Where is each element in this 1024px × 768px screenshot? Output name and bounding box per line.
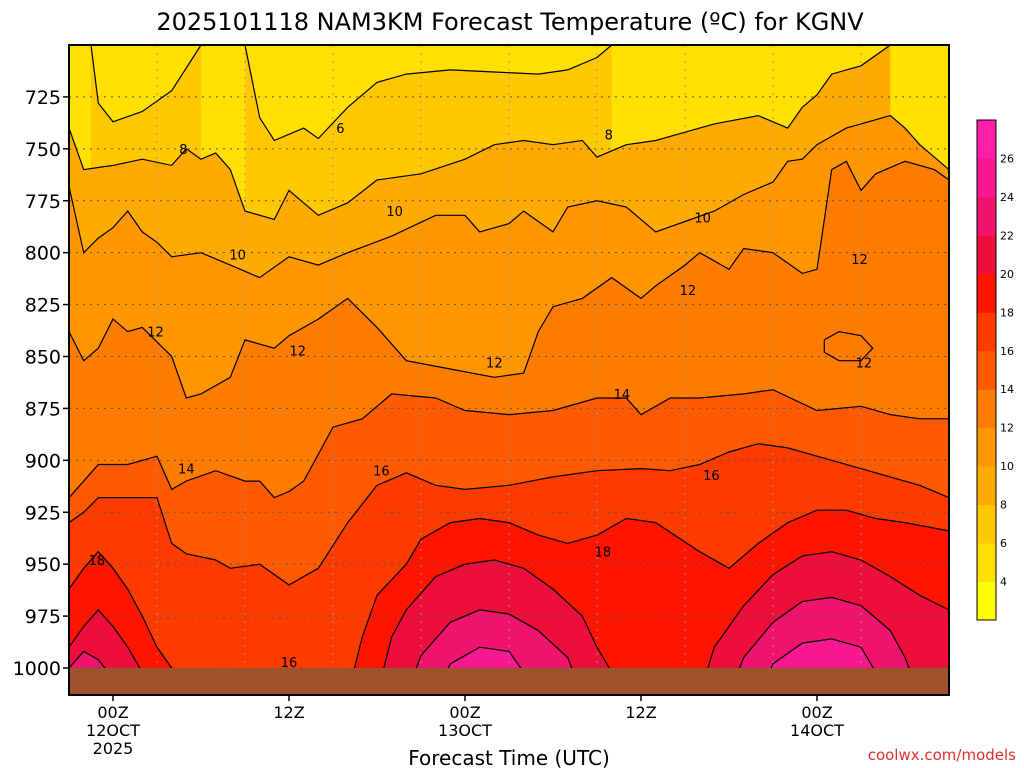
y-tick-label-950: 950: [25, 554, 61, 576]
colorbar-swatch-4: [977, 543, 996, 583]
y-tick-label-775: 775: [25, 191, 61, 213]
colorbar-swatch-18: [977, 273, 996, 313]
x-tick-label-24-0: 00Z: [449, 703, 480, 722]
contour-label-12-11: 12: [851, 253, 868, 268]
colorbar-label-26: 26: [1000, 152, 1014, 165]
x-tick-label-36-0: 12Z: [625, 703, 656, 722]
colorbar-swatch-8: [977, 466, 996, 506]
contour-line-22-14: [405, 609, 583, 695]
colorbar-label-24: 24: [1000, 191, 1014, 204]
contour-line-14-6: [69, 389, 949, 499]
colorbar-label-18: 18: [1000, 306, 1014, 319]
colorbar-swatch-12: [977, 389, 996, 429]
contour-label-16-16: 16: [373, 465, 390, 480]
y-tick-label-825: 825: [25, 295, 61, 317]
contour-line-6-1: [244, 45, 613, 142]
contour-label-12-12: 12: [856, 357, 873, 372]
y-tick-label-725: 725: [25, 87, 61, 109]
colorbar-label-6: 6: [1000, 537, 1007, 550]
plot-frame: [68, 44, 950, 696]
x-tick-label-0-1: 12OCT: [86, 721, 140, 740]
watermark: coolwx.com/models: [868, 746, 1016, 764]
contour-label-12-8: 12: [290, 344, 307, 359]
contour-label-8-2: 8: [179, 143, 187, 158]
contour-line-18-9: [347, 509, 949, 695]
band-fill-below-6-b: [245, 45, 612, 141]
colorbar-label-16: 16: [1000, 345, 1014, 358]
colorbar-swatch-20: [977, 235, 996, 275]
colorbar-label-20: 20: [1000, 268, 1014, 281]
y-axis: 725 750 775 800 825 850 875 900 925 950 975 1000: [13, 87, 69, 680]
contour-label-14-14: 14: [614, 388, 631, 403]
colorbar-swatch-2: [977, 581, 996, 621]
colorbar-swatch-10: [977, 427, 996, 467]
y-tick-label-850: 850: [25, 347, 61, 369]
contour-label-8-3: 8: [605, 128, 613, 143]
colorbar-label-22: 22: [1000, 229, 1014, 242]
plot-area: [69, 45, 949, 695]
ground-surface: [69, 668, 949, 695]
contour-label-10-4: 10: [229, 249, 246, 264]
colorbar-swatch-24: [977, 158, 996, 198]
colorbar-swatch-26: [977, 120, 996, 159]
x-tick-label-24-1: 13OCT: [438, 721, 492, 740]
contour-line-6-0: [90, 45, 202, 123]
colorbar-swatch-6: [977, 504, 996, 544]
y-tick-label-875: 875: [25, 398, 61, 420]
x-tick-label-0-2: 2025: [93, 739, 134, 758]
contour-line-18-8: [69, 550, 187, 695]
y-tick-label-900: 900: [25, 450, 61, 472]
colorbar-label-4: 4: [1000, 576, 1007, 589]
contour-label-12-10: 12: [680, 284, 697, 299]
colorbar-swatch-14: [977, 350, 996, 390]
x-axis-label: Forecast Time (UTC): [408, 746, 610, 768]
colorbar-swatch-16: [977, 312, 996, 352]
contour-line-12-4: [69, 160, 949, 399]
contour-label-18-18: 18: [89, 554, 106, 569]
contour-label-12-9: 12: [486, 357, 503, 372]
colorbar-frame: [976, 119, 997, 621]
contour-line-20-12: [699, 551, 949, 695]
contour-line-20-11: [376, 559, 627, 695]
contour-line-16-7: [69, 443, 949, 586]
contour-line-8-2: [69, 45, 891, 221]
y-tick-label-975: 975: [25, 606, 61, 628]
contour-label-12-7: 12: [147, 326, 164, 341]
contour-label-14-13: 14: [178, 463, 195, 478]
x-tick-label-0-0: 00Z: [97, 703, 128, 722]
colorbar: 4 6 8 10 12 14 16 18 20 22 24 26: [976, 119, 1014, 621]
colorbar-label-14: 14: [1000, 383, 1014, 396]
contour-line-22-15: [728, 596, 921, 695]
x-tick-label-48-1: 14OCT: [790, 721, 844, 740]
band-fill-below-6-a: [91, 45, 201, 122]
colorbar-label-8: 8: [1000, 499, 1007, 512]
chart-title: 2025101118 NAM3KM Forecast Temperature (…: [156, 8, 864, 36]
contour-label-10-5: 10: [386, 205, 403, 220]
contour-line-12-5: [823, 330, 874, 362]
y-tick-label-800: 800: [25, 243, 61, 265]
contour-labels: 6 8 8 10 10 10 12 12 12 12 12 12 14 14 16 16 16 18 18: [89, 122, 873, 671]
contour-label-16-17: 16: [703, 469, 720, 484]
contour-line-10-3: [69, 114, 949, 279]
y-tick-label-1000: 1000: [13, 658, 61, 680]
colorbar-label-12: 12: [1000, 422, 1014, 435]
y-tick-label-750: 750: [25, 139, 61, 161]
band-fill-above-12: [824, 331, 873, 361]
y-tick-label-925: 925: [25, 502, 61, 524]
contour-label-6-0: 6: [336, 122, 344, 137]
contour-label-10-6: 10: [694, 211, 711, 226]
contour-label-16-15: 16: [281, 656, 298, 671]
x-tick-label-48-0: 00Z: [801, 703, 832, 722]
colorbar-swatch-22: [977, 196, 996, 236]
x-tick-label-12-0: 12Z: [273, 703, 304, 722]
colorbar-label-10: 10: [1000, 460, 1014, 473]
contour-label-18-19: 18: [595, 546, 612, 561]
